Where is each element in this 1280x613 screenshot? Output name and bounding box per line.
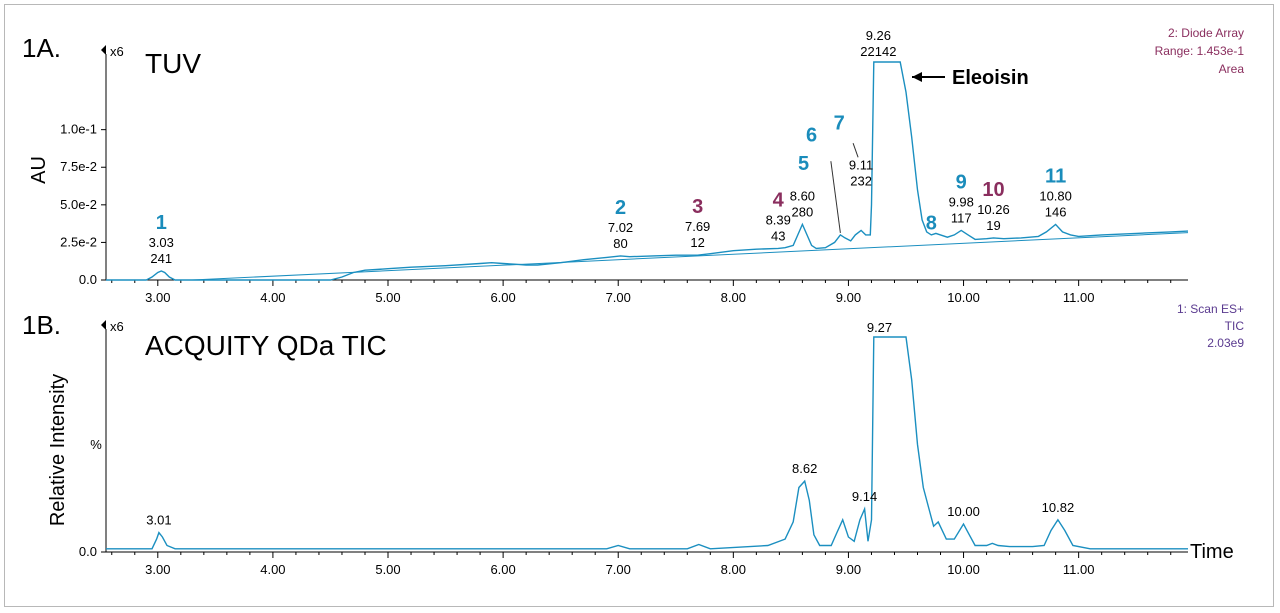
x-axis-title-time: Time <box>1190 541 1234 563</box>
x-tick-label-b: 6.00 <box>490 562 515 577</box>
peak-area-label: 232 <box>850 173 872 188</box>
peak-number-label: 8 <box>926 212 937 234</box>
chromatogram-trace-a <box>106 61 1189 281</box>
meta-a-line1: 2: Diode Array <box>1168 26 1244 40</box>
panel-title-qda: ACQUITY QDa TIC <box>145 330 387 361</box>
peak-rt-label: 7.02 <box>608 220 633 235</box>
peak-number-label: 9 <box>956 171 967 193</box>
peak-area-label: 22142 <box>860 44 896 59</box>
x-tick-label-b: 9.00 <box>836 562 861 577</box>
peak-area-label: 280 <box>792 204 814 219</box>
peak-area-label: 12 <box>690 235 704 250</box>
y-axis-title-au: AU <box>28 156 50 184</box>
x-tick-label-b: 11.00 <box>1063 562 1095 577</box>
peak-number-label: 11 <box>1045 165 1066 187</box>
peak-area-label: 117 <box>951 210 972 225</box>
meta-a-line3: Area <box>1219 62 1245 76</box>
x-tick-label-a: 7.00 <box>606 290 631 305</box>
peak-number-label: 10 <box>982 179 1004 201</box>
x-tick-label-b: 5.00 <box>375 562 400 577</box>
meta-a-line2: Range: 1.453e-1 <box>1155 44 1245 58</box>
x-tick-label-a: 6.00 <box>490 290 515 305</box>
x-tick-label-a: 10.00 <box>947 290 980 305</box>
y-axis-title-relative-intensity: Relative Intensity <box>47 374 69 526</box>
tic-peak-rt-label: 10.00 <box>947 504 980 519</box>
x-tick-label-a: 3.00 <box>145 290 170 305</box>
peak-rt-label: 9.26 <box>866 28 891 43</box>
x-tick-label-a: 8.00 <box>721 290 746 305</box>
peak-number-label: 3 <box>692 196 703 218</box>
peak-rt-label: 8.39 <box>766 212 791 227</box>
chart-marks: 3.00 4.00 5.00 6.00 7.00 8.00 9.00 10.00 11.00 0.… <box>60 28 1189 577</box>
x-tick-label-b: 8.00 <box>721 562 746 577</box>
y-tick-label-a: 2.5e-2 <box>60 234 97 249</box>
peak-area-label: 146 <box>1045 204 1067 219</box>
tic-peak-rt-label: 8.62 <box>792 461 817 476</box>
peak-area-label: 19 <box>986 218 1000 233</box>
meta-b-line3: 2.03e9 <box>1207 336 1244 350</box>
peak-rt-label: 9.98 <box>949 194 974 209</box>
y-tick-label-a: 0.0 <box>79 272 97 287</box>
leader-line-peak-6 <box>830 161 841 233</box>
panel-title-tuv: TUV <box>145 48 201 79</box>
peak-rt-label: 10.26 <box>977 202 1010 217</box>
scale-marker-a: x6 <box>110 44 124 59</box>
scale-marker-b-icon <box>101 320 106 330</box>
peak-area-label: 241 <box>150 251 172 266</box>
tic-peak-rt-label: 9.27 <box>867 320 892 335</box>
y-tick-label-b: 0.0 <box>79 544 97 559</box>
leader-line-peak-7 <box>852 143 859 158</box>
peak-rt-label: 9.11 <box>849 157 873 172</box>
peak-number-label: 4 <box>773 189 785 211</box>
x-tick-label-b: 3.00 <box>145 562 170 577</box>
peak-number-label: 5 <box>798 153 809 175</box>
chromatogram-trace-b <box>106 336 1188 550</box>
x-tick-label-b: 7.00 <box>606 562 631 577</box>
x-tick-label-a: 9.00 <box>836 290 861 305</box>
x-tick-label-a: 4.00 <box>260 290 285 305</box>
panel-label-1a: 1A. <box>22 33 61 63</box>
tic-peak-rt-label: 9.14 <box>852 489 877 504</box>
peak-rt-label: 7.69 <box>685 219 710 234</box>
peak-number-label: 2 <box>615 197 626 219</box>
y-tick-label-a: 5.0e-2 <box>60 197 97 212</box>
peak-rt-label: 10.80 <box>1039 188 1072 203</box>
peak-number-label: 7 <box>834 113 845 135</box>
panel-label-1b: 1B. <box>22 310 61 340</box>
y-unit-percent: % <box>90 437 102 452</box>
x-tick-label-b: 10.00 <box>947 562 980 577</box>
y-tick-label-a: 1.0e-1 <box>60 122 97 137</box>
tic-peak-rt-label: 3.01 <box>146 513 171 528</box>
figure-frame <box>4 4 1274 607</box>
peak-number-label: 6 <box>806 125 817 147</box>
peak-rt-label: 8.60 <box>790 188 815 203</box>
x-tick-label-a: 5.00 <box>375 290 400 305</box>
y-tick-label-a: 7.5e-2 <box>60 159 97 174</box>
scale-marker-a-icon <box>101 45 106 55</box>
peak-number-label: 1 <box>156 212 167 234</box>
peak-area-label: 43 <box>771 228 785 243</box>
x-tick-label-b: 4.00 <box>260 562 285 577</box>
tic-peak-rt-label: 10.82 <box>1042 500 1075 515</box>
scale-marker-b: x6 <box>110 319 124 334</box>
peak-rt-label: 3.03 <box>149 235 174 250</box>
integration-baseline-a <box>192 232 1189 281</box>
meta-b-line1: 1: Scan ES+ <box>1177 302 1244 316</box>
peak-area-label: 80 <box>613 236 627 251</box>
eledoisin-arrow-icon <box>912 72 922 82</box>
eledoisin-annotation: Eleoisin <box>952 67 1029 89</box>
meta-b-line2: TIC <box>1225 319 1245 333</box>
x-tick-label-a: 11.00 <box>1063 290 1095 305</box>
